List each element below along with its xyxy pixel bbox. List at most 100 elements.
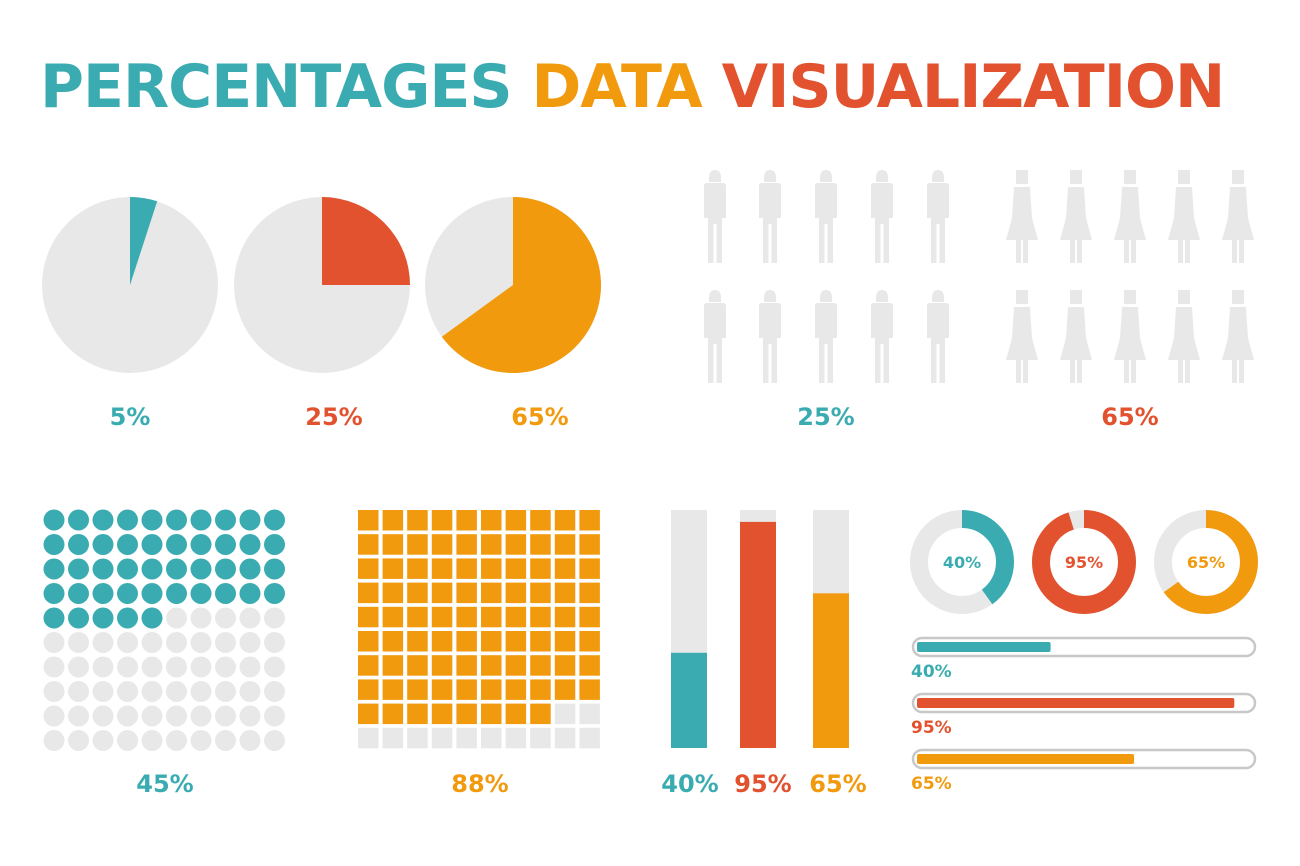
pie-5-label: 5% bbox=[109, 403, 151, 431]
squares-88-cell-77 bbox=[505, 679, 527, 700]
squares-88-cell-56 bbox=[481, 631, 502, 652]
dots-45-cell-88 bbox=[215, 705, 236, 727]
donut-label-1: 40% bbox=[942, 553, 982, 572]
dots-45-cell-34 bbox=[117, 583, 138, 604]
dots-45-cell-50 bbox=[264, 607, 285, 629]
dots-45-cell-31 bbox=[43, 583, 65, 604]
men-25-figure-7-empty-head bbox=[764, 290, 776, 302]
donut-label-2: 95% bbox=[1064, 553, 1104, 572]
dots-45-cell-25 bbox=[141, 558, 163, 580]
squares-88-cell-81 bbox=[358, 703, 379, 725]
dots-45-cell-48 bbox=[215, 607, 236, 629]
squares-88-cell-32 bbox=[382, 582, 404, 604]
squares-88-cell-72 bbox=[382, 679, 404, 700]
squares-88-cell-94 bbox=[431, 727, 453, 749]
dots-45-cell-98 bbox=[215, 730, 236, 751]
women-65-figure-6-empty-body bbox=[1006, 307, 1038, 383]
dots-45-cell-80 bbox=[264, 681, 285, 702]
squares-88-cell-66 bbox=[481, 655, 502, 676]
men-25-figure-7-empty-body bbox=[759, 303, 781, 383]
dots-45-cell-59 bbox=[239, 632, 261, 653]
squares-88-cell-26 bbox=[481, 558, 502, 579]
squares-88-cell-38 bbox=[530, 582, 551, 604]
dots-45-cell-17 bbox=[190, 534, 212, 555]
men-25-figure-4-empty-head bbox=[876, 170, 888, 182]
dots-45-cell-7 bbox=[190, 509, 212, 531]
women-65-figure-7-empty-head bbox=[1070, 290, 1082, 304]
squares-88-cell-9 bbox=[554, 510, 576, 531]
dots-45-cell-63 bbox=[92, 656, 114, 678]
dots-45-cell-28 bbox=[215, 558, 236, 580]
men-25-figure-6-empty-body bbox=[704, 303, 726, 383]
squares-88-cell-10 bbox=[579, 510, 600, 531]
squares-88-cell-51 bbox=[358, 631, 379, 652]
squares-88-cell-52 bbox=[382, 631, 404, 652]
squares-88-cell-46 bbox=[481, 606, 502, 628]
squares-88-cell-98 bbox=[530, 727, 551, 749]
squares-88-cell-59 bbox=[554, 631, 576, 652]
dots-45-cell-36 bbox=[166, 583, 187, 604]
squares-88-cell-49 bbox=[554, 606, 576, 628]
dots-45-cell-83 bbox=[92, 705, 114, 727]
dots-45-cell-29 bbox=[239, 558, 261, 580]
squares-88-cell-27 bbox=[505, 558, 527, 579]
pie-25-slice bbox=[322, 197, 410, 285]
dots-45-cell-90 bbox=[264, 705, 285, 727]
dots-45-cell-78 bbox=[215, 681, 236, 702]
squares-88-cell-80 bbox=[579, 679, 600, 700]
squares-88-cell-92 bbox=[382, 727, 404, 749]
squares-88-cell-87 bbox=[505, 703, 527, 725]
women-65-figure-9-empty-body bbox=[1168, 307, 1200, 383]
men-25-figure-8-empty-body bbox=[815, 303, 837, 383]
squares-88-cell-67 bbox=[505, 655, 527, 676]
vbar-label-2: 95% bbox=[734, 770, 792, 798]
donut-label-3: 65% bbox=[1186, 553, 1226, 572]
squares-88-cell-13 bbox=[407, 534, 428, 555]
vbar-label-3: 65% bbox=[809, 770, 867, 798]
squares-88-cell-19 bbox=[554, 534, 576, 555]
men-25-figure-2-empty-body bbox=[759, 183, 781, 263]
women-65-figure-10-empty bbox=[1222, 290, 1254, 383]
women-65-figure-6-empty bbox=[1006, 290, 1038, 383]
vbar-3 bbox=[813, 593, 849, 748]
squares-88-cell-1 bbox=[358, 510, 379, 531]
squares-88-cell-97 bbox=[505, 727, 527, 749]
squares-88-cell-2 bbox=[382, 510, 404, 531]
dots-45-cell-77 bbox=[190, 681, 212, 702]
dots-45-cell-14 bbox=[117, 534, 138, 555]
women-65-figure-5-empty bbox=[1222, 170, 1254, 263]
men-25-figure-6-empty-head bbox=[709, 290, 721, 302]
dots-45-cell-89 bbox=[239, 705, 261, 727]
dots-45-cell-37 bbox=[190, 583, 212, 604]
dots-45-cell-16 bbox=[166, 534, 187, 555]
squares-88-cell-57 bbox=[505, 631, 527, 652]
dots-45-cell-49 bbox=[239, 607, 261, 629]
vbar-label-1: 40% bbox=[661, 770, 719, 798]
women-65-figure-4-empty-body bbox=[1168, 187, 1200, 263]
squares-88-cell-34 bbox=[431, 582, 453, 604]
squares-88-cell-15 bbox=[456, 534, 477, 555]
women-65-figure-1-empty-head bbox=[1016, 170, 1028, 184]
squares-88-cell-17 bbox=[505, 534, 527, 555]
dots-45-cell-60 bbox=[264, 632, 285, 653]
women-65-figure-8-empty-head bbox=[1124, 290, 1136, 304]
men-25-figure-1-empty-head bbox=[709, 170, 721, 182]
vbar-1 bbox=[671, 652, 707, 748]
women-65-figure-2-empty-body bbox=[1060, 187, 1092, 263]
squares-88-cell-3 bbox=[407, 510, 428, 531]
squares-88-cell-5 bbox=[456, 510, 477, 531]
dots-45-cell-27 bbox=[190, 558, 212, 580]
squares-88-cell-4 bbox=[431, 510, 453, 531]
men-25-figure-3-empty bbox=[815, 170, 837, 263]
squares-88-cell-62 bbox=[382, 655, 404, 676]
title-part-percentages: PERCENTAGES bbox=[40, 52, 513, 122]
squares-88-cell-58 bbox=[530, 631, 551, 652]
dots-45-cell-2 bbox=[68, 509, 89, 531]
donut-arc-2 bbox=[1032, 510, 1136, 614]
squares-88-cell-21 bbox=[358, 558, 379, 579]
dots-45-cell-66 bbox=[166, 656, 187, 678]
men-25-figure-7-empty bbox=[759, 290, 781, 383]
squares-88-cell-35 bbox=[456, 582, 477, 604]
squares-88-cell-28 bbox=[530, 558, 551, 579]
